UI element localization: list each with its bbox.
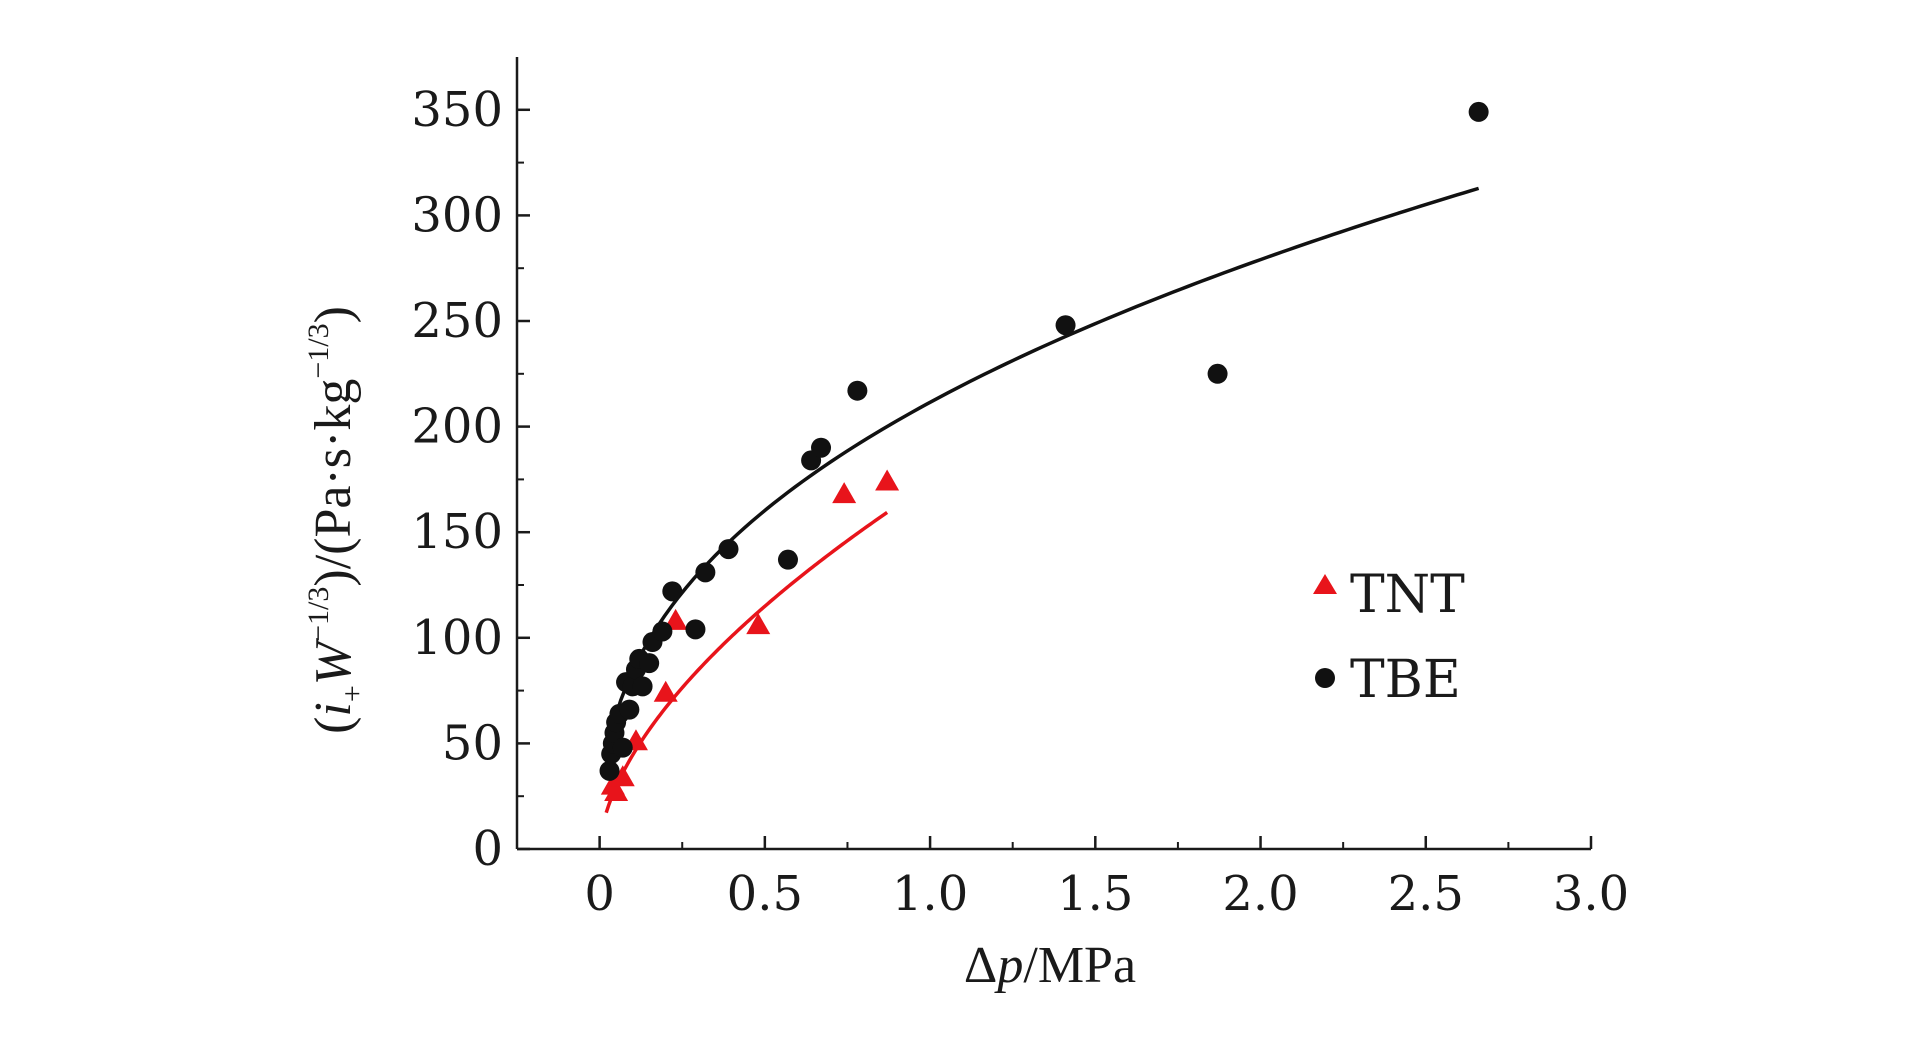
y-axis-title-close: ) [305, 306, 362, 323]
point-tnt [653, 680, 678, 702]
point-tnt [832, 482, 857, 504]
x-axis-title-unit: /MPa [1023, 937, 1136, 994]
legend-label-tnt: TNT [1350, 565, 1465, 625]
point-tbe [639, 653, 660, 674]
point-tbe [777, 549, 798, 570]
y-tick-label: 200 [411, 399, 503, 455]
x-tick-label: 2.5 [1388, 866, 1464, 922]
point-tbe [718, 539, 739, 560]
point-tnt [875, 469, 900, 491]
point-tbe [695, 562, 716, 583]
y-axis-title-open: ( [305, 717, 362, 734]
point-tnt [610, 765, 635, 787]
x-tick-label: 1.0 [892, 866, 968, 922]
point-tbe [847, 380, 868, 401]
point-tbe [1207, 363, 1228, 384]
point-tbe [632, 676, 653, 697]
x-axis-title-delta: Δ [964, 937, 997, 994]
point-tbe [811, 437, 832, 458]
point-tbe [662, 581, 683, 602]
y-tick-label: 50 [442, 715, 503, 771]
point-tnt [746, 613, 771, 635]
legend: TNT TBE [1313, 565, 1465, 710]
y-tick-label: 250 [411, 293, 503, 349]
y-axis-title-mid: )/(Pa·s·kg [305, 379, 362, 587]
point-tbe [1055, 315, 1076, 336]
fit-curve-tbe [604, 186, 1480, 756]
y-tick-label: 150 [411, 504, 503, 560]
x-tick-label: 0.5 [727, 866, 803, 922]
y-axis-title-sup2: −1/3 [302, 323, 335, 378]
y-axis-title-sup1: −1/3 [302, 587, 335, 642]
y-axis-title: (i+W−1/3)/(Pa·s·kg−1/3) [302, 306, 369, 734]
data-points [599, 101, 1489, 801]
x-tick-label: 0 [584, 866, 615, 922]
legend-marker-tbe [1315, 668, 1335, 688]
axes: 0 0.5 1.0 1.5 2.0 2.5 3.0 0 50 100 150 200 250 300 350 [411, 57, 1629, 922]
fit-curves [604, 186, 1480, 814]
x-tick-label: 1.5 [1057, 866, 1133, 922]
y-axis-title-var-w: W [305, 637, 362, 685]
y-tick-label: 350 [411, 82, 503, 138]
y-axis-title-var-i: i [305, 702, 362, 716]
point-tbe [685, 619, 706, 640]
x-axis-title-var: p [993, 937, 1023, 994]
legend-label-tbe: TBE [1350, 650, 1461, 710]
point-tbe [599, 760, 620, 781]
x-tick-label: 3.0 [1553, 866, 1629, 922]
y-tick-label: 100 [411, 610, 503, 666]
y-tick-label: 0 [472, 821, 503, 877]
fit-curve-tnt [604, 511, 889, 814]
y-axis-title-sub: + [336, 685, 369, 702]
point-tnt [604, 779, 629, 801]
point-tbe [652, 621, 673, 642]
x-axis-title: Δp/MPa [964, 937, 1136, 994]
x-tick-label: 2.0 [1222, 866, 1298, 922]
point-tbe [612, 737, 633, 758]
point-tbe [1468, 101, 1489, 122]
legend-marker-tnt [1313, 574, 1337, 594]
point-tbe [619, 699, 640, 720]
y-tick-label: 300 [411, 187, 503, 243]
